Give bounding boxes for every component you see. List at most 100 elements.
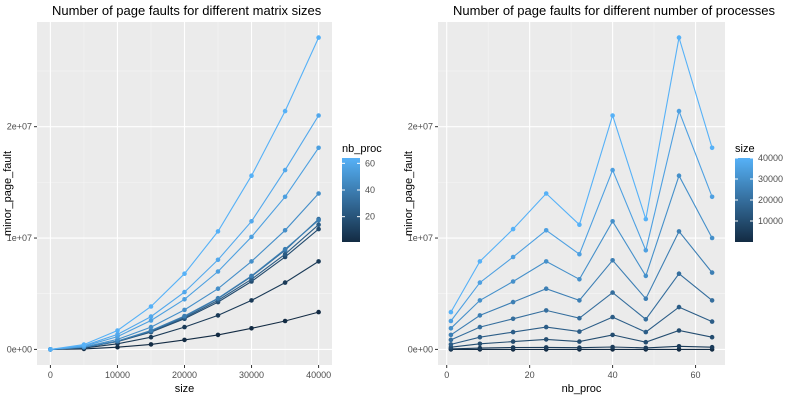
data-point <box>115 344 120 350</box>
data-point <box>577 339 582 344</box>
data-point <box>148 334 154 340</box>
data-point <box>282 108 288 114</box>
data-point <box>215 295 221 301</box>
data-point <box>477 324 483 330</box>
data-point <box>182 324 187 330</box>
data-point <box>577 251 582 257</box>
chart-1: 0 10000 20000 30000 40000 0e+00 1e+07 2e+07 Numb… <box>2 3 382 395</box>
data-point <box>510 345 516 350</box>
data-point <box>577 315 582 321</box>
data-point <box>676 229 682 234</box>
data-point <box>448 342 454 347</box>
data-point <box>448 309 454 315</box>
x-tick-label: 0 <box>444 370 449 380</box>
data-point <box>316 226 321 232</box>
legend-tick-label: 20000 <box>758 195 783 205</box>
data-point <box>148 342 154 347</box>
data-point <box>543 324 549 330</box>
data-point <box>448 326 454 331</box>
data-point <box>282 251 288 257</box>
y-tick-label: 1e+07 <box>408 233 433 243</box>
data-point <box>316 217 321 223</box>
data-point <box>510 279 516 284</box>
data-point <box>510 299 516 305</box>
data-point <box>148 318 154 323</box>
x-tick-label: 40000 <box>306 370 331 380</box>
data-point <box>577 329 582 334</box>
data-point <box>215 313 221 318</box>
data-point <box>148 328 154 333</box>
data-point <box>249 234 254 240</box>
data-point <box>477 345 483 351</box>
data-point <box>182 297 187 302</box>
legend-tick-label: 60 <box>365 158 375 168</box>
y-tick-label: 2e+07 <box>408 122 433 132</box>
data-point <box>676 328 682 333</box>
data-point <box>543 345 549 350</box>
data-point <box>477 298 483 303</box>
y-tick-label: 0e+00 <box>7 344 32 354</box>
data-point <box>148 304 154 309</box>
data-point <box>282 194 288 200</box>
legend-colorbar: size 10000 20000 30000 40000 <box>735 143 783 242</box>
legend-title: nb_proc <box>342 143 382 155</box>
legend-tick-label: 20 <box>365 212 375 222</box>
data-point <box>81 342 87 347</box>
data-point <box>282 318 288 324</box>
data-point <box>543 308 549 313</box>
data-point <box>543 286 549 292</box>
data-point <box>643 296 649 302</box>
data-point <box>282 280 288 285</box>
x-tick-label: 60 <box>691 370 701 380</box>
legend-colorbar: nb_proc 20 40 60 <box>342 143 382 242</box>
data-point <box>543 228 549 233</box>
data-point <box>249 259 254 264</box>
legend-colorbar-fill <box>735 158 753 242</box>
chart-title: Number of page faults for different matr… <box>52 3 322 18</box>
data-point <box>477 334 483 340</box>
x-tick-label: 20 <box>525 370 535 380</box>
data-point <box>610 332 615 338</box>
data-point <box>477 259 483 264</box>
legend-tick-label: 10000 <box>758 216 783 226</box>
data-point <box>709 270 715 275</box>
legend-tick-label: 40000 <box>758 153 783 163</box>
data-point <box>115 328 120 333</box>
data-point <box>282 246 288 252</box>
data-point <box>709 334 715 340</box>
data-point <box>510 254 516 260</box>
data-point <box>215 229 221 234</box>
data-point <box>577 222 582 227</box>
data-point <box>610 290 615 295</box>
legend-title: size <box>735 143 755 155</box>
data-point <box>610 167 615 173</box>
data-point <box>316 191 321 196</box>
data-point <box>249 273 254 279</box>
data-point <box>709 235 715 241</box>
data-point <box>148 314 154 319</box>
data-point <box>709 145 715 151</box>
data-point <box>249 173 254 178</box>
data-point <box>577 298 582 303</box>
data-point <box>115 332 120 337</box>
x-tick-label: 30000 <box>239 370 264 380</box>
data-point <box>477 280 483 285</box>
legend-tick-label: 30000 <box>758 174 783 184</box>
data-point <box>477 341 483 347</box>
data-point <box>48 347 53 352</box>
data-point <box>676 108 682 114</box>
y-tick-label: 0e+00 <box>408 344 433 354</box>
data-point <box>676 304 682 310</box>
data-point <box>643 317 649 322</box>
data-point <box>249 326 254 331</box>
data-point <box>643 339 649 345</box>
data-point <box>316 35 321 40</box>
data-point <box>709 298 715 303</box>
x-tick-label: 10000 <box>105 370 130 380</box>
data-point <box>610 314 615 320</box>
data-point <box>543 259 549 264</box>
data-point <box>182 307 187 313</box>
data-point <box>577 345 582 351</box>
